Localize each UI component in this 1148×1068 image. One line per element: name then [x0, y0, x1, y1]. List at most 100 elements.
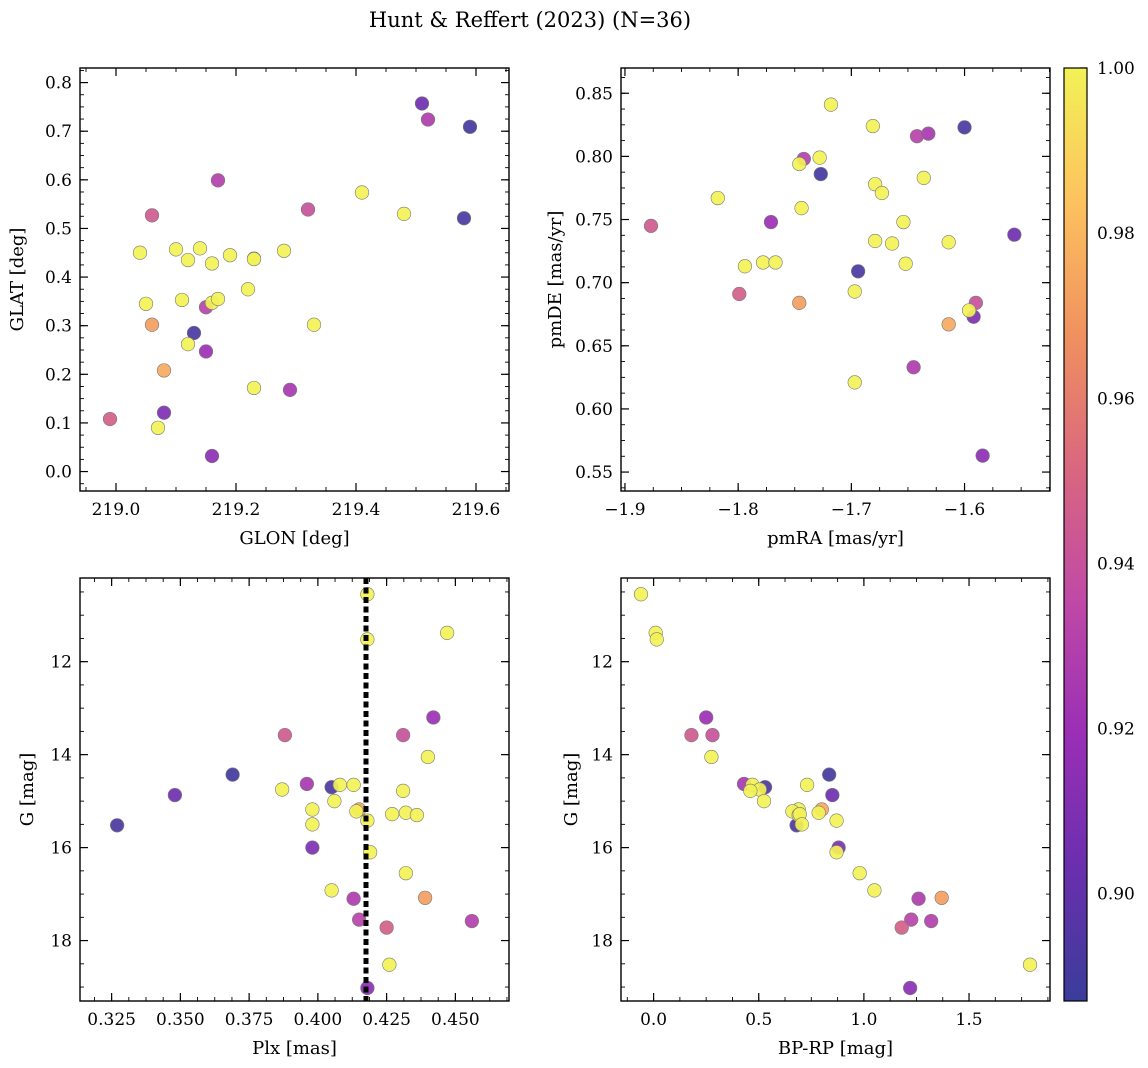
points-group — [102, 96, 478, 464]
y-tick-label: 0.55 — [575, 463, 613, 483]
data-point — [305, 817, 320, 832]
data-point — [911, 891, 926, 906]
data-point — [792, 295, 807, 310]
data-point — [649, 632, 664, 647]
data-point — [150, 420, 166, 435]
data-point — [426, 710, 441, 725]
data-point — [906, 360, 921, 375]
x-tick-label: −1.8 — [718, 500, 759, 520]
data-point — [768, 255, 783, 270]
data-point — [823, 97, 839, 112]
data-point — [396, 728, 411, 743]
axes-frame — [79, 577, 510, 1002]
data-point — [961, 303, 977, 318]
x-tick-label: 0.375 — [225, 1010, 274, 1030]
panel-pmra-pmde: −1.9 −1.8 −1.7 −1.6 0.55 0.60 0.65 0.70 0.75 0.80… — [545, 67, 1051, 549]
data-point — [327, 794, 342, 809]
data-point — [204, 256, 220, 271]
y-tick-label: 0.5 — [45, 219, 72, 239]
x-axis-label: pmRA [mas/yr] — [767, 528, 904, 549]
data-point — [829, 813, 844, 828]
data-point — [222, 248, 238, 263]
y-tick-label: 18 — [591, 932, 613, 952]
data-point — [198, 344, 214, 359]
data-point — [277, 728, 292, 743]
data-point — [204, 448, 220, 464]
y-tick-label: 0.0 — [45, 463, 72, 483]
data-point — [957, 120, 972, 135]
data-point — [138, 296, 154, 311]
y-tick-label: 0.4 — [45, 268, 72, 288]
data-point — [896, 214, 911, 230]
data-point — [385, 807, 400, 822]
colorbar-tick-label: 0.94 — [1097, 554, 1135, 574]
x-axis-label: BP-RP [mag] — [778, 1038, 893, 1059]
data-point — [210, 291, 226, 307]
y-tick-label: 18 — [50, 932, 72, 952]
x-tick-label: 219.4 — [332, 500, 381, 520]
data-point — [167, 787, 182, 803]
data-point — [874, 185, 890, 201]
data-point — [300, 202, 316, 217]
x-tick-label: 0.400 — [294, 1010, 343, 1030]
x-tick-label: 219.6 — [452, 500, 501, 520]
data-point — [794, 817, 809, 832]
data-point — [894, 920, 909, 935]
x-tick-label: 0.450 — [431, 1010, 480, 1030]
data-point — [829, 845, 844, 860]
y-axis-label: G [mag] — [17, 753, 38, 826]
data-point — [440, 625, 455, 640]
data-point — [132, 245, 148, 260]
data-point — [379, 920, 394, 935]
data-point — [180, 252, 196, 268]
data-point — [710, 190, 725, 206]
data-point — [904, 912, 919, 927]
data-point — [174, 292, 190, 308]
data-point — [180, 337, 196, 352]
data-point — [156, 405, 172, 420]
data-point — [924, 913, 939, 929]
data-point — [144, 317, 160, 332]
data-point — [852, 866, 867, 881]
data-point — [276, 243, 292, 258]
y-tick-label: 0.8 — [45, 74, 72, 94]
y-tick-label: 0.80 — [575, 147, 613, 167]
data-point — [756, 794, 772, 809]
data-point — [156, 363, 172, 378]
data-point — [699, 710, 714, 725]
y-tick-label: 0.65 — [575, 337, 613, 357]
data-point — [743, 783, 758, 798]
data-point — [813, 166, 828, 182]
data-point — [812, 150, 827, 165]
data-point — [794, 201, 809, 216]
data-point — [737, 259, 753, 274]
y-tick-label: 0.70 — [575, 274, 613, 294]
data-point — [240, 282, 256, 297]
y-tick-label: 14 — [591, 746, 613, 766]
colorbar-gradient — [1063, 67, 1088, 1002]
y-tick-label: 0.6 — [45, 171, 72, 191]
data-point — [822, 767, 837, 782]
y-tick-label: 0.75 — [575, 211, 613, 231]
data-point — [398, 866, 413, 881]
data-point — [1022, 957, 1038, 972]
x-tick-label: 0.350 — [156, 1010, 205, 1030]
panel-plx-g: 0.325 0.350 0.375 0.400 0.425 0.450 12 14 16 18 Pl… — [17, 577, 510, 1059]
data-point — [763, 214, 779, 230]
data-point — [705, 728, 720, 743]
data-point — [916, 170, 931, 185]
data-point — [903, 980, 918, 996]
data-point — [186, 325, 202, 341]
x-axis-label: GLON [deg] — [239, 528, 349, 549]
data-point — [851, 264, 866, 279]
data-point — [934, 890, 949, 905]
data-point — [865, 118, 880, 134]
data-point — [346, 777, 361, 792]
x-tick-label: 0.325 — [87, 1010, 136, 1030]
data-point — [306, 317, 322, 332]
data-point — [811, 805, 826, 820]
data-point — [420, 112, 436, 127]
y-tick-label: 14 — [50, 746, 72, 766]
x-tick-label: −1.7 — [831, 500, 872, 520]
